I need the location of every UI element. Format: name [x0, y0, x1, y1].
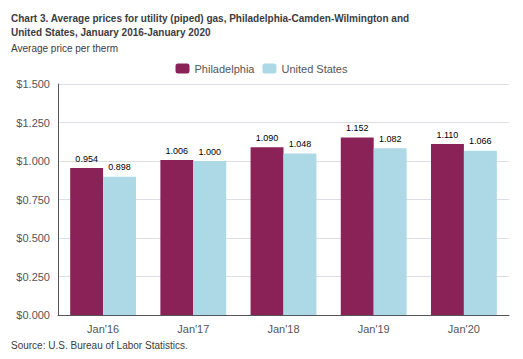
svg-text:$1.500: $1.500	[16, 78, 50, 90]
svg-text:Jan'20: Jan'20	[448, 323, 480, 335]
svg-text:Average price per therm: Average price per therm	[11, 43, 118, 54]
svg-text:$0.500: $0.500	[16, 232, 50, 244]
svg-text:1.048: 1.048	[289, 139, 312, 149]
svg-text:$1.000: $1.000	[16, 155, 50, 167]
svg-text:Jan'18: Jan'18	[267, 323, 299, 335]
svg-text:1.090: 1.090	[256, 133, 279, 143]
svg-text:0.954: 0.954	[75, 154, 98, 164]
svg-text:1.066: 1.066	[469, 136, 492, 146]
svg-text:$0.250: $0.250	[16, 271, 50, 283]
svg-text:United States, January 2016-Ja: United States, January 2016-January 2020	[11, 27, 211, 38]
svg-text:$0.750: $0.750	[16, 194, 50, 206]
svg-text:$1.250: $1.250	[16, 117, 50, 129]
svg-text:1.152: 1.152	[346, 123, 369, 133]
svg-text:0.898: 0.898	[108, 162, 131, 172]
svg-text:1.110: 1.110	[437, 130, 459, 140]
svg-text:Chart 3. Average prices for ut: Chart 3. Average prices for utility (pip…	[11, 13, 409, 24]
svg-text:1.000: 1.000	[198, 147, 221, 157]
svg-text:Philadelphia: Philadelphia	[195, 63, 256, 75]
svg-text:United States: United States	[281, 63, 348, 75]
svg-text:Jan'17: Jan'17	[177, 323, 209, 335]
svg-text:Jan'16: Jan'16	[87, 323, 119, 335]
svg-text:$0.000: $0.000	[16, 309, 50, 321]
svg-text:1.006: 1.006	[166, 146, 189, 156]
svg-text:1.082: 1.082	[379, 134, 402, 144]
svg-text:Jan'19: Jan'19	[358, 323, 390, 335]
svg-text:Source: U.S. Bureau of Labor S: Source: U.S. Bureau of Labor Statistics.	[11, 340, 188, 351]
